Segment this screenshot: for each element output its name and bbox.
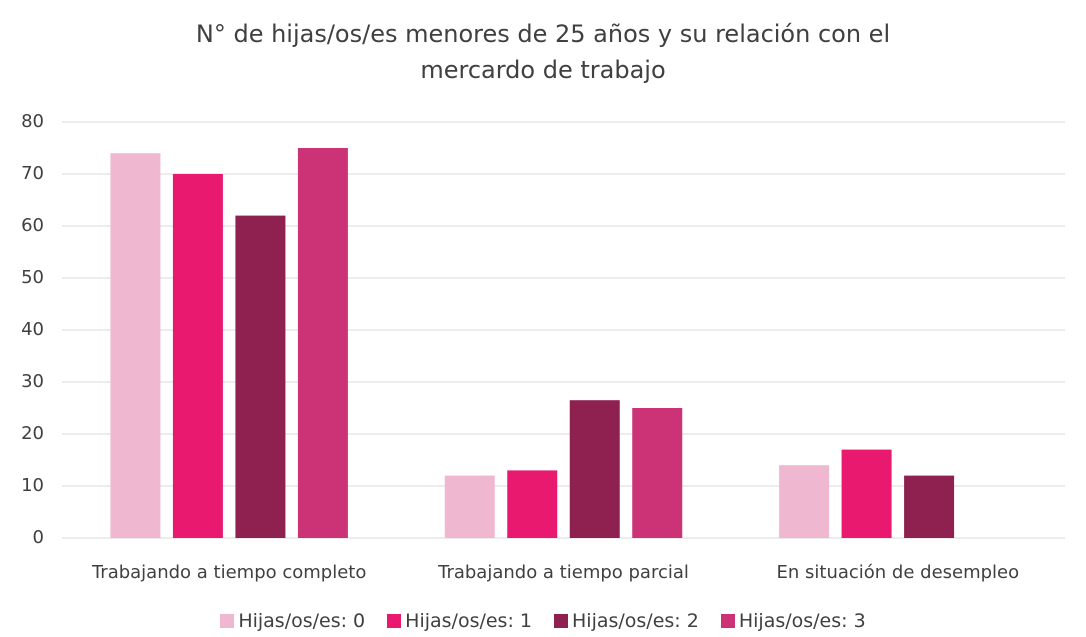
- x-tick-label: En situación de desempleo: [777, 562, 1020, 583]
- y-tick-label: 60: [21, 215, 44, 236]
- y-tick-label: 50: [21, 267, 44, 288]
- legend-item: Hijas/os/es: 2: [554, 610, 699, 632]
- y-tick-label: 20: [21, 423, 44, 444]
- bar: [779, 465, 830, 538]
- legend-label: Hijas/os/es: 1: [405, 610, 532, 632]
- legend-item: Hijas/os/es: 0: [220, 610, 365, 632]
- bar: [569, 400, 620, 538]
- y-tick-label: 40: [21, 319, 44, 340]
- legend-swatch: [387, 614, 402, 628]
- y-tick-label: 30: [21, 371, 44, 392]
- legend-swatch: [720, 614, 735, 628]
- bar: [110, 153, 161, 538]
- y-tick-label: 0: [33, 527, 44, 548]
- chart-title: N° de hijas/os/es menores de 25 años y s…: [195, 20, 891, 84]
- bar: [172, 174, 223, 538]
- bar: [904, 475, 955, 538]
- y-tick-label: 10: [21, 475, 44, 496]
- y-tick-label: 70: [21, 163, 44, 184]
- legend-label: Hijas/os/es: 0: [238, 610, 366, 632]
- legend-label: Hijas/os/es: 2: [572, 610, 699, 632]
- bar: [444, 475, 495, 538]
- chart: 0 10 20 30 40 50 60 70 80 Trabajando a tiempo com…: [21, 111, 1065, 583]
- bar: [632, 408, 683, 538]
- legend-swatch: [220, 614, 235, 628]
- bar: [507, 470, 558, 538]
- legend-item: Hijas/os/es: 3: [720, 610, 866, 632]
- bar: [841, 449, 892, 538]
- x-tick-label: Trabajando a tiempo completo: [91, 562, 366, 583]
- legend: Hijas/os/es: 0 Hijas/os/es: 1 Hijas/os/es:…: [0, 610, 1086, 632]
- bar: [235, 215, 286, 538]
- bar: [297, 148, 348, 538]
- legend-label: Hijas/os/es: 3: [738, 610, 866, 632]
- legend-swatch: [554, 614, 568, 628]
- x-tick-label: Trabajando a tiempo parcial: [437, 562, 689, 583]
- legend-item: Hijas/os/es: 1: [387, 610, 532, 632]
- y-tick-label: 80: [21, 111, 44, 132]
